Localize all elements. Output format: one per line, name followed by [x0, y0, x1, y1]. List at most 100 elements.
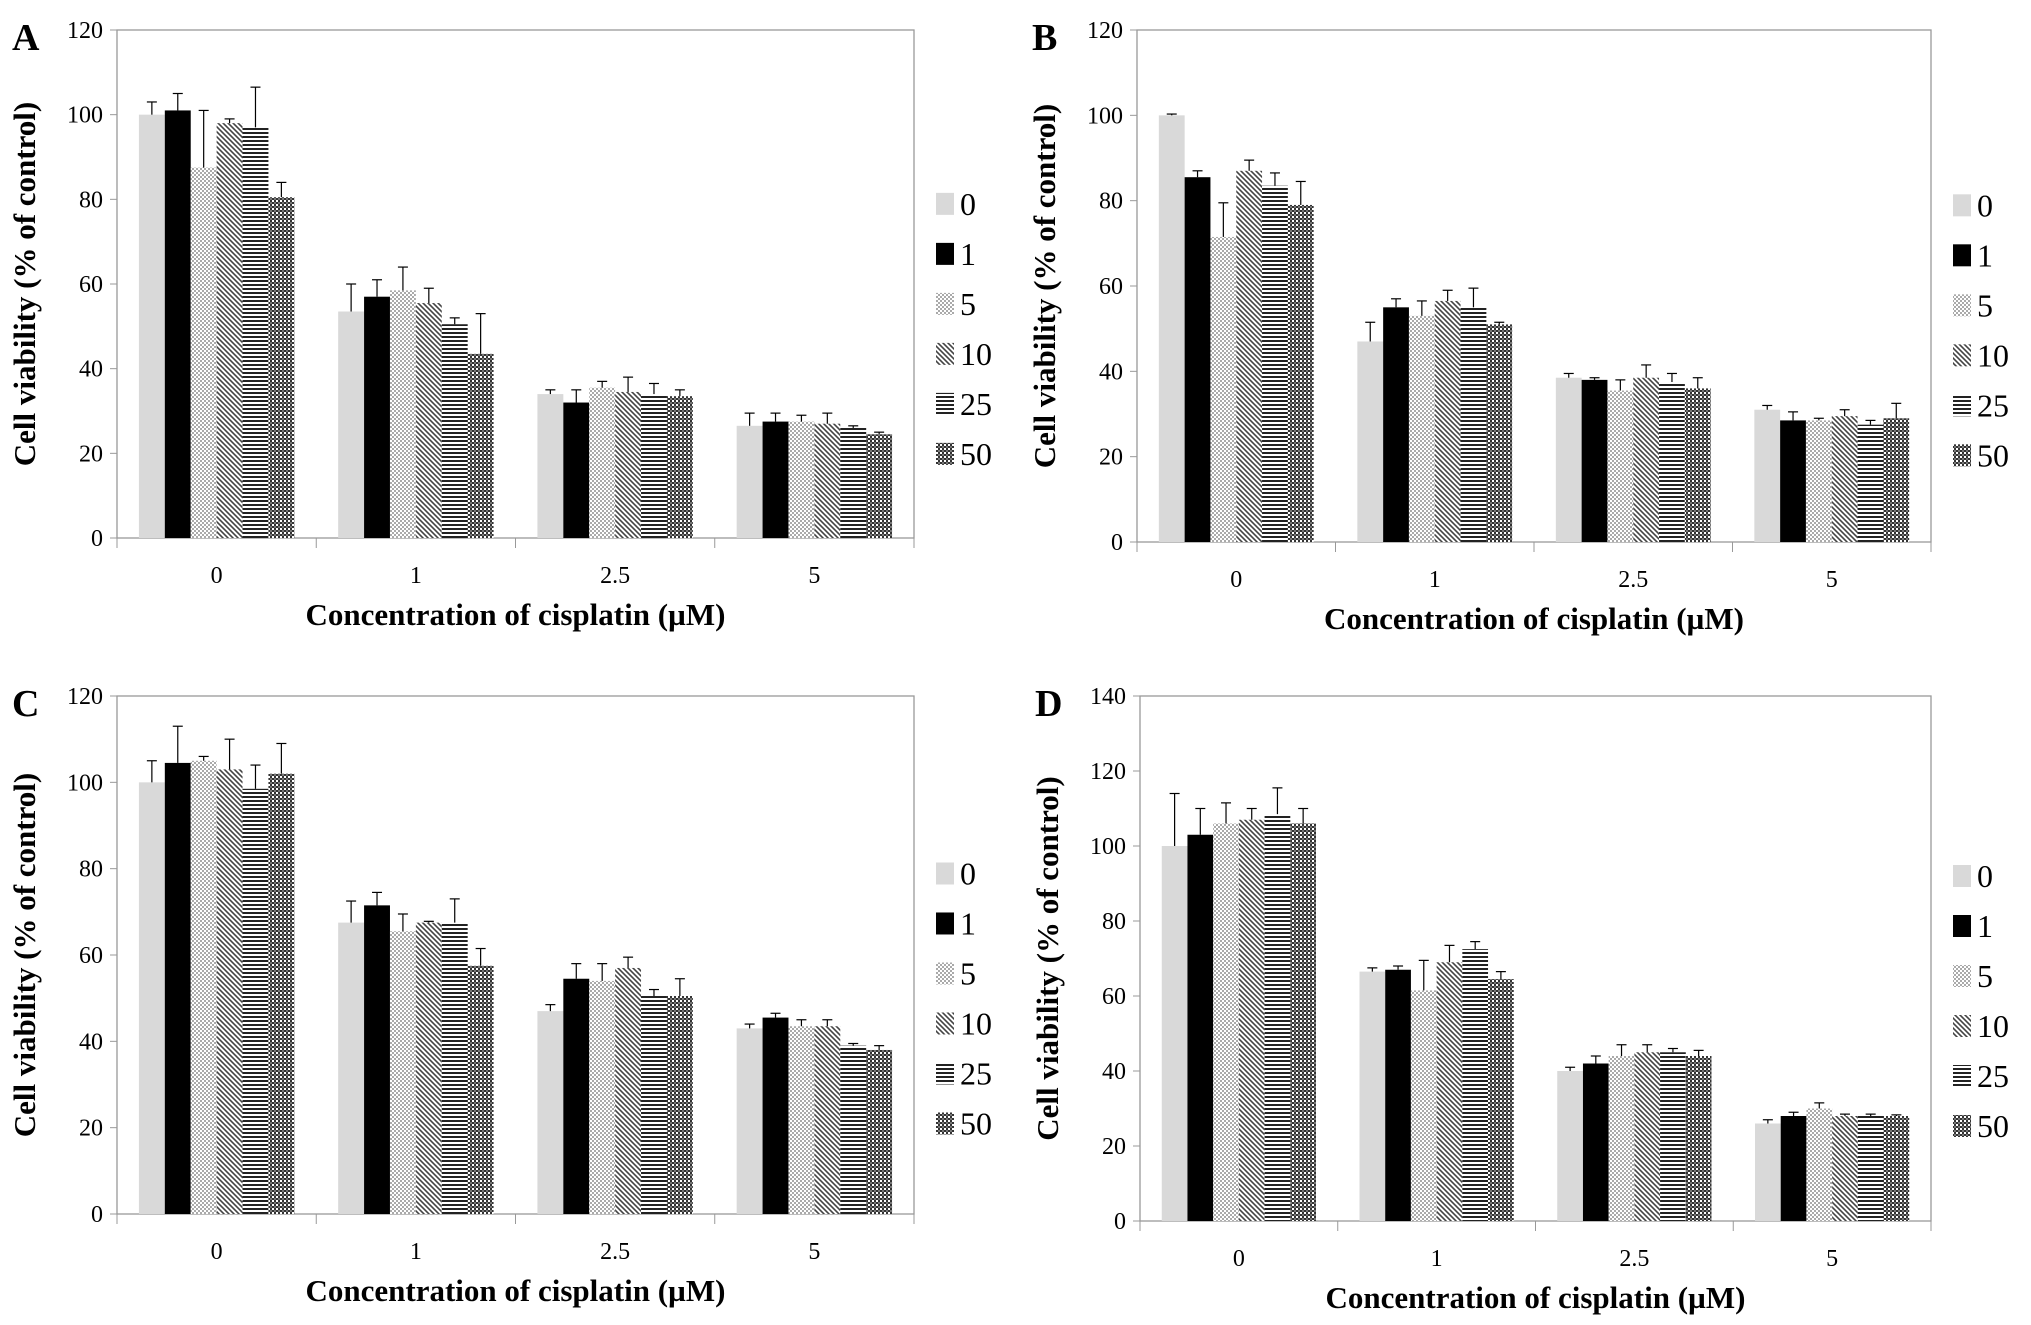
legend-swatch-0	[936, 862, 954, 885]
bar-25	[1857, 424, 1884, 542]
bar-10	[814, 1026, 841, 1214]
bar-25	[641, 996, 667, 1214]
legend: 0 1 5 10 25 50	[936, 855, 992, 1141]
bar-25	[242, 127, 269, 538]
legend-swatch-50	[936, 442, 954, 465]
legend-swatch-1	[936, 912, 954, 935]
bar-5	[1805, 420, 1832, 542]
legend-label: 5	[960, 955, 976, 991]
bar-0	[138, 782, 165, 1214]
bar-25	[441, 922, 468, 1214]
bar-1	[563, 402, 590, 538]
bar-50	[1883, 418, 1910, 542]
legend-swatch-25	[936, 392, 954, 415]
legend-label: 5	[1977, 287, 1993, 323]
bar-0	[736, 425, 763, 538]
bar-0	[537, 394, 564, 538]
y-axis-label: Cell viability (% of control)	[7, 773, 42, 1138]
x-tick-label: 5	[808, 1239, 820, 1265]
bar-5	[788, 1026, 815, 1214]
bar-1	[1383, 307, 1409, 542]
bar-1	[1780, 420, 1806, 542]
bar-5	[190, 167, 217, 539]
bar-25	[1262, 185, 1288, 542]
legend-swatch-50	[1953, 1115, 1971, 1137]
bar-25	[1659, 382, 1685, 542]
bar-1	[762, 1017, 789, 1214]
bar-10	[814, 423, 841, 538]
bar-0	[1158, 115, 1185, 542]
bar-5	[788, 421, 815, 538]
bar-0	[736, 1028, 763, 1214]
bar-10	[615, 391, 642, 538]
legend-swatch-5	[936, 962, 954, 985]
y-tick-label: 20	[79, 441, 103, 467]
bar-0	[138, 114, 165, 539]
bar-5	[1607, 390, 1634, 542]
bar-10	[415, 922, 442, 1214]
bar-10	[1238, 819, 1265, 1221]
legend-swatch-1	[1953, 915, 1971, 937]
y-tick-label: 100	[1090, 834, 1126, 860]
bar-50	[1685, 1056, 1712, 1221]
bar-10	[1236, 170, 1263, 543]
x-axis-label: Concentration of cisplatin (µM)	[306, 597, 726, 632]
y-tick-label: 120	[1090, 759, 1126, 785]
y-tick-label: 80	[1099, 189, 1123, 215]
bar-5	[1213, 823, 1239, 1221]
bar-1	[364, 905, 390, 1214]
panel-letter: B	[1032, 17, 1057, 59]
bar-10	[1633, 377, 1660, 542]
panel-letter: A	[12, 17, 40, 59]
legend-label: 50	[960, 1105, 992, 1141]
bar-1	[1187, 834, 1214, 1221]
legend-swatch-25	[936, 1062, 954, 1085]
bar-50	[1486, 324, 1513, 542]
legend-swatch-10	[1953, 1015, 1971, 1037]
y-tick-label: 100	[1087, 103, 1123, 129]
legend-label: 1	[960, 236, 976, 272]
legend-swatch-1	[936, 242, 954, 265]
bar-25	[840, 427, 867, 538]
bar-5	[1210, 236, 1237, 542]
bar-5	[389, 290, 416, 538]
y-tick-label: 80	[79, 857, 103, 883]
legend-swatch-25	[1953, 1065, 1971, 1087]
bar-10	[1831, 416, 1858, 542]
legend-label: 50	[1977, 437, 2009, 473]
legend-label: 10	[1977, 337, 2009, 373]
x-tick-label: 5	[808, 563, 820, 589]
bar-1	[1582, 1063, 1609, 1221]
y-tick-label: 120	[67, 684, 103, 710]
bar-10	[1436, 962, 1463, 1221]
panel-letter: C	[12, 683, 39, 725]
bar-50	[1290, 823, 1316, 1221]
x-tick-label: 2.5	[600, 1239, 630, 1265]
legend-swatch-0	[1953, 194, 1971, 217]
legend-swatch-0	[1953, 865, 1971, 887]
bar-25	[242, 788, 269, 1214]
bar-1	[1184, 177, 1211, 542]
bar-1	[1385, 969, 1411, 1221]
y-tick-label: 40	[79, 357, 103, 383]
legend-label: 0	[1977, 858, 1993, 894]
bar-10	[1832, 1116, 1858, 1221]
x-axis-label: Concentration of cisplatin (µM)	[306, 1273, 726, 1308]
y-tick-label: 80	[79, 187, 103, 213]
legend-label: 50	[1977, 1108, 2009, 1144]
bar-50	[666, 996, 693, 1214]
y-tick-label: 100	[67, 770, 103, 796]
bar-50	[268, 773, 295, 1214]
x-tick-label: 2.5	[1618, 567, 1648, 593]
bar-25	[1857, 1116, 1884, 1221]
legend-label: 1	[960, 905, 976, 941]
x-tick-label: 5	[1826, 1246, 1838, 1272]
bar-50	[467, 353, 494, 538]
bar-25	[441, 324, 468, 538]
bar-5	[589, 387, 616, 538]
bar-10	[216, 123, 243, 538]
bar-10	[615, 967, 642, 1214]
bar-0	[338, 311, 365, 538]
